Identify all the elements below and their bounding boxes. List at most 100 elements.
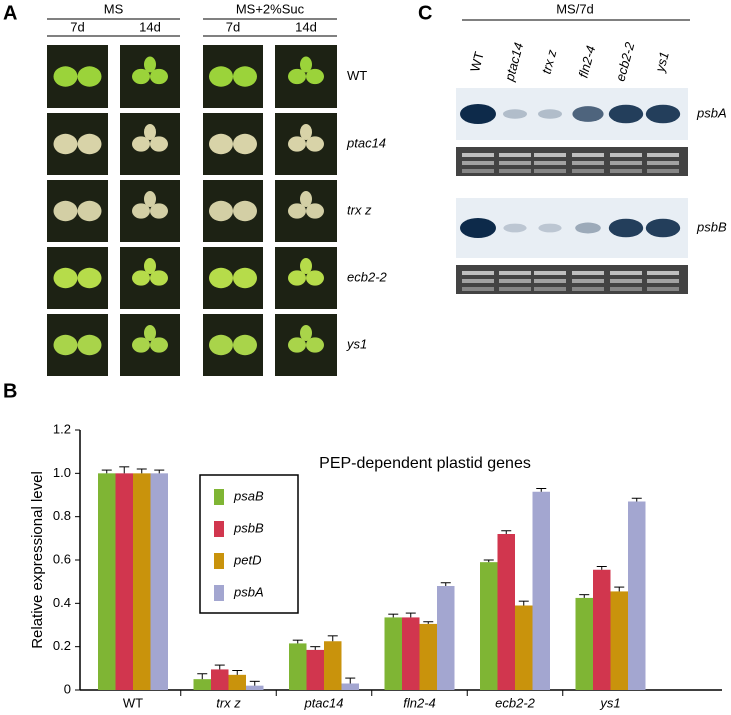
day-label: 14d (139, 19, 161, 34)
gel-band (572, 153, 604, 157)
bar (98, 473, 116, 690)
blot-band (538, 109, 562, 119)
cotyledon (209, 267, 233, 289)
blot-label: psbB (696, 219, 727, 234)
gel-band (462, 279, 494, 283)
cotyledon (150, 68, 168, 85)
blot-band (608, 104, 644, 124)
y-tick-label: 0.8 (53, 508, 71, 523)
cotyledon (150, 270, 168, 286)
bar (532, 491, 550, 690)
x-tick-label: ys1 (599, 695, 620, 710)
lane-label: trx z (539, 47, 560, 75)
bar (228, 674, 246, 690)
bar (384, 617, 402, 690)
legend-label: psbB (233, 520, 264, 535)
group-label: MS+2%Suc (236, 1, 305, 16)
lane-label: ys1 (652, 50, 672, 74)
gel-band (534, 279, 566, 283)
legend-swatch (214, 585, 224, 601)
cotyledon (77, 66, 102, 87)
cotyledon (288, 270, 306, 286)
gel-band (462, 169, 494, 173)
cotyledon (150, 136, 168, 152)
panel-label: A (3, 2, 17, 24)
x-tick-label: ptac14 (303, 695, 343, 710)
gel-band (610, 279, 642, 283)
bar (628, 501, 646, 690)
cotyledon (288, 337, 306, 353)
gel-band (610, 153, 642, 157)
legend-swatch (214, 489, 224, 505)
cotyledon (233, 66, 257, 87)
leaf (300, 191, 312, 207)
bar (497, 534, 515, 690)
legend-swatch (214, 521, 224, 537)
blot-band (608, 218, 644, 238)
row-label: ecb2-2 (347, 269, 388, 284)
gel-band (499, 271, 531, 275)
gel-band (610, 169, 642, 173)
cotyledon (306, 337, 324, 353)
row-label: ptac14 (346, 135, 386, 150)
gel-band (499, 161, 531, 165)
cotyledon (77, 267, 102, 289)
cotyledon (233, 334, 257, 356)
cotyledon (233, 200, 257, 222)
y-tick-label: 1.2 (53, 421, 71, 436)
gel-band (647, 279, 679, 283)
chart-title: PEP-dependent plastid genes (319, 455, 531, 472)
bar (193, 679, 211, 690)
bar (480, 562, 498, 690)
cotyledon (209, 133, 233, 155)
lane-label: fln2-4 (576, 44, 599, 79)
bar (133, 473, 151, 690)
day-label: 14d (295, 19, 317, 34)
blot-band (575, 222, 601, 234)
legend-swatch (214, 553, 224, 569)
gel-band (534, 271, 566, 275)
group-label: MS (104, 1, 124, 16)
blot-band (645, 104, 681, 124)
bar (246, 685, 264, 690)
cotyledon (77, 334, 102, 356)
cotyledon (288, 203, 306, 219)
y-tick-label: 0.4 (53, 595, 71, 610)
day-label: 7d (226, 19, 240, 34)
cotyledon (306, 270, 324, 286)
cotyledon (209, 334, 233, 356)
cotyledon (306, 203, 324, 219)
cotyledon (77, 133, 102, 155)
cotyledon (132, 203, 150, 219)
lane-label: ptac14 (501, 41, 526, 84)
bar (289, 643, 307, 690)
bar (324, 641, 342, 690)
gel-band (610, 271, 642, 275)
gel-band (534, 153, 566, 157)
leaf (300, 56, 312, 73)
gel-band (462, 153, 494, 157)
gel-band (462, 287, 494, 291)
day-label: 7d (70, 19, 84, 34)
leaf (144, 191, 156, 207)
legend-label: petD (233, 552, 261, 567)
gel-band (499, 169, 531, 173)
gel-band (572, 287, 604, 291)
gel-band (647, 169, 679, 173)
cotyledon (77, 200, 102, 222)
gel-band (572, 169, 604, 173)
bar (575, 597, 593, 690)
gel-band (534, 169, 566, 173)
gel-band (610, 161, 642, 165)
cotyledon (132, 270, 150, 286)
cotyledon (132, 337, 150, 353)
bar (593, 569, 611, 690)
legend-label: psaB (233, 488, 264, 503)
cotyledon (233, 133, 257, 155)
gel-band (572, 279, 604, 283)
blot-band (503, 223, 527, 233)
bar (341, 683, 359, 690)
x-tick-label: fln2-4 (403, 695, 436, 710)
leaf (144, 325, 156, 341)
